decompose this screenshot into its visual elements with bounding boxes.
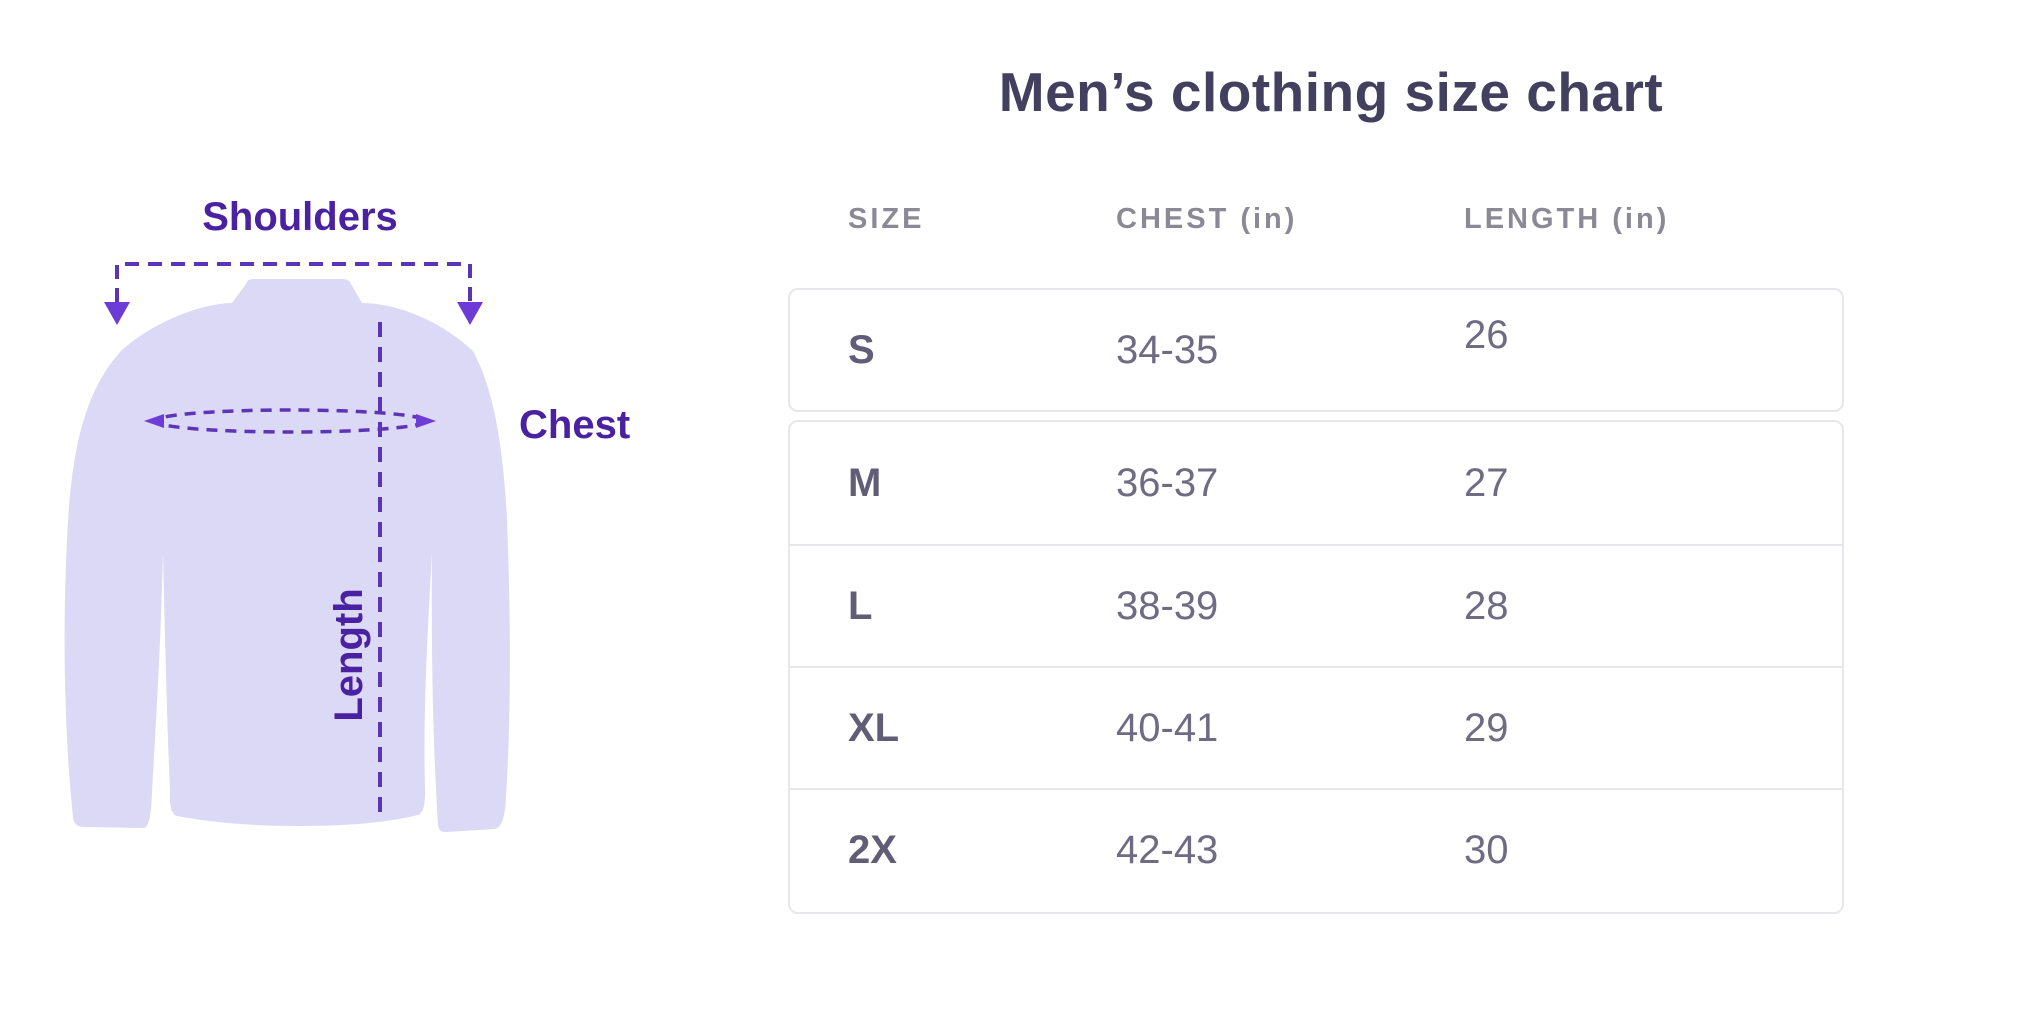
column-header-chest: CHEST (in) <box>1116 203 1298 235</box>
chest-label: Chest <box>519 403 631 447</box>
chest-right-arrow-icon <box>416 414 436 428</box>
chest-cell: 42-43 <box>1116 827 1219 872</box>
column-header-size: SIZE <box>848 203 925 235</box>
length-label: Length <box>327 588 371 722</box>
table-row-group-rest: M 36-37 27 L 38-39 28 XL 40-41 29 2X 42-… <box>788 420 1844 914</box>
size-cell: M <box>848 460 882 505</box>
page-title: Men’s clothing size chart <box>998 61 1664 123</box>
shoulders-right-arrow-icon <box>457 302 483 325</box>
size-cell: XL <box>848 705 900 750</box>
length-cell: 27 <box>1464 460 1509 505</box>
table-header-row: SIZE CHEST (in) LENGTH (in) <box>788 203 1844 236</box>
table-row: 2X 42-43 30 <box>790 788 1842 910</box>
length-cell: 28 <box>1464 583 1509 628</box>
table-row: L 38-39 28 <box>790 544 1842 666</box>
size-cell: 2X <box>848 827 897 872</box>
length-cell: 26 <box>1464 312 1509 357</box>
table-row-group-first: S 34-35 26 <box>788 288 1844 412</box>
table-row: M 36-37 27 <box>790 422 1842 544</box>
table-row: S 34-35 26 <box>790 290 1842 410</box>
shoulders-left-arrow-icon <box>104 302 130 325</box>
shoulders-bracket-line <box>115 262 472 302</box>
column-header-length: LENGTH (in) <box>1464 203 1670 235</box>
table-row: XL 40-41 29 <box>790 666 1842 788</box>
shirt-illustration <box>64 279 510 833</box>
chest-cell: 38-39 <box>1116 583 1219 628</box>
chest-cell: 36-37 <box>1116 460 1219 505</box>
chest-cell: 40-41 <box>1116 705 1219 750</box>
chest-left-arrow-icon <box>144 414 164 428</box>
size-cell: L <box>848 583 873 628</box>
chest-cell: 34-35 <box>1116 327 1219 372</box>
shoulders-label: Shoulders <box>202 195 398 239</box>
length-cell: 29 <box>1464 705 1509 750</box>
size-cell: S <box>848 327 875 372</box>
length-cell: 30 <box>1464 827 1509 872</box>
